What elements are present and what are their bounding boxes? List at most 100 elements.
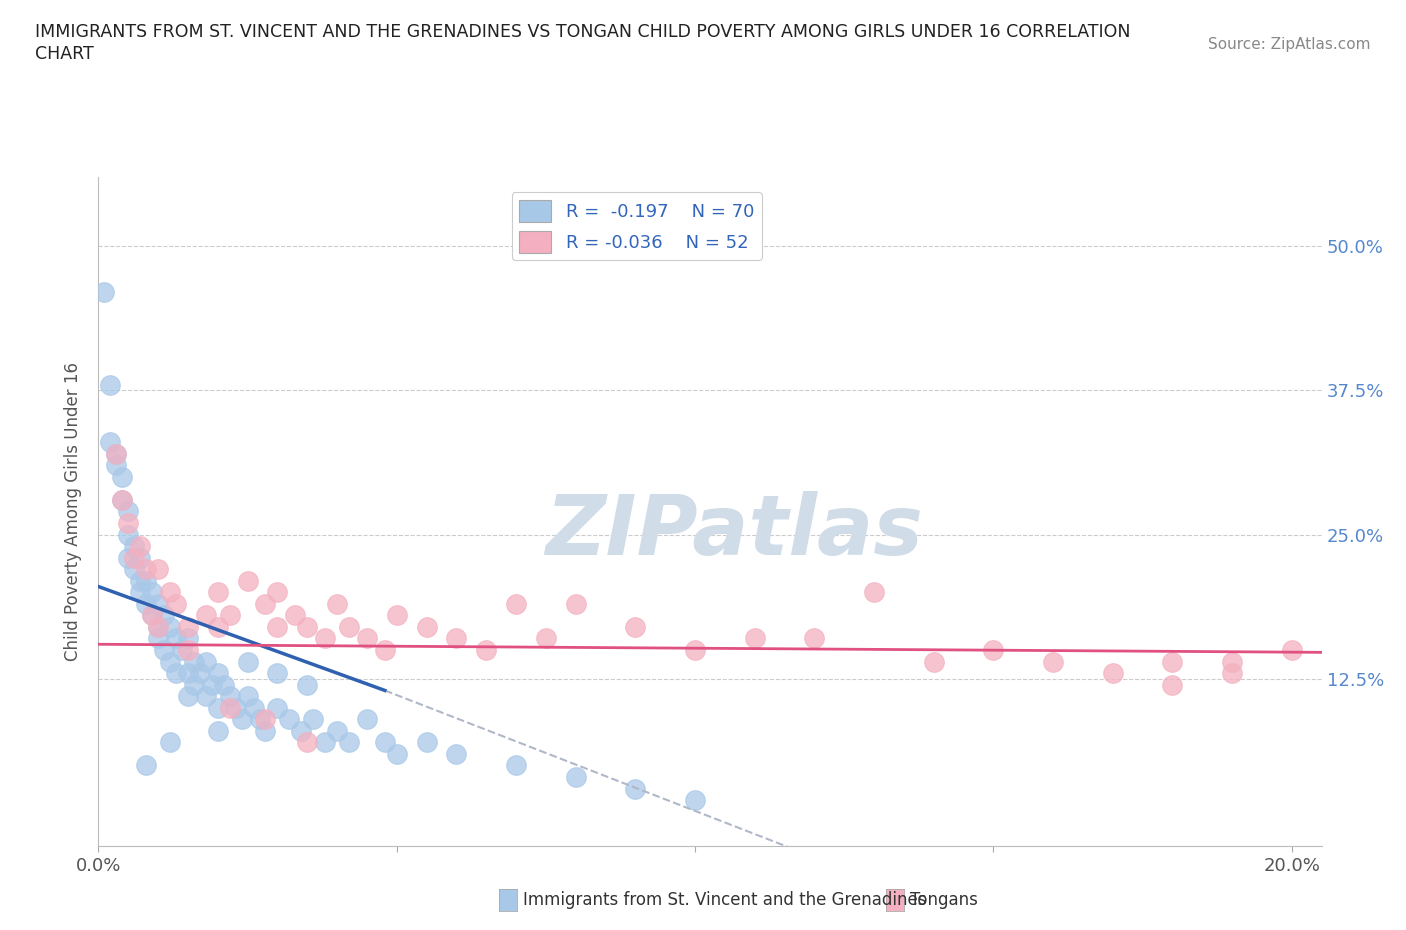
Text: Source: ZipAtlas.com: Source: ZipAtlas.com	[1208, 37, 1371, 52]
Point	[117, 551, 139, 565]
Point	[1220, 654, 1243, 669]
Point	[1161, 677, 1184, 692]
Point	[534, 631, 557, 646]
Point	[122, 551, 145, 565]
Point	[1281, 643, 1303, 658]
Point	[415, 735, 437, 750]
Point	[236, 573, 259, 588]
Point	[218, 608, 240, 623]
Point	[129, 585, 152, 600]
Point	[266, 585, 288, 600]
Point	[249, 711, 271, 726]
Point	[385, 747, 408, 762]
Point	[297, 735, 319, 750]
Point	[141, 608, 163, 623]
Point	[129, 573, 152, 588]
Point	[385, 608, 408, 623]
Point	[201, 677, 224, 692]
Point	[863, 585, 886, 600]
Point	[314, 735, 336, 750]
Text: Tongans: Tongans	[910, 891, 977, 910]
Point	[218, 689, 240, 704]
Point	[302, 711, 325, 726]
Point	[183, 677, 205, 692]
Point	[236, 689, 259, 704]
Point	[326, 596, 349, 611]
Text: Immigrants from St. Vincent and the Grenadines: Immigrants from St. Vincent and the Gren…	[523, 891, 927, 910]
Point	[165, 666, 187, 681]
Point	[122, 562, 145, 577]
Point	[146, 631, 169, 646]
Point	[374, 643, 396, 658]
Point	[159, 585, 181, 600]
Point	[207, 666, 229, 681]
Point	[446, 631, 468, 646]
Point	[415, 619, 437, 634]
Point	[111, 493, 134, 508]
Point	[129, 551, 152, 565]
Point	[146, 562, 169, 577]
Point	[266, 666, 288, 681]
Point	[475, 643, 498, 658]
Point	[374, 735, 396, 750]
Point	[105, 446, 128, 461]
Point	[153, 608, 176, 623]
Point	[254, 711, 277, 726]
Point	[446, 747, 468, 762]
Point	[111, 470, 134, 485]
Point	[207, 585, 229, 600]
Point	[266, 619, 288, 634]
Point	[146, 596, 169, 611]
Point	[98, 377, 121, 392]
Point	[254, 596, 277, 611]
Point	[207, 724, 229, 738]
Point	[337, 735, 360, 750]
Point	[922, 654, 945, 669]
Point	[165, 631, 187, 646]
Text: IMMIGRANTS FROM ST. VINCENT AND THE GRENADINES VS TONGAN CHILD POVERTY AMONG GIR: IMMIGRANTS FROM ST. VINCENT AND THE GREN…	[35, 23, 1130, 41]
Point	[135, 758, 157, 773]
Point	[165, 596, 187, 611]
Point	[242, 700, 264, 715]
Point	[117, 504, 139, 519]
Point	[159, 735, 181, 750]
Point	[207, 700, 229, 715]
Point	[177, 689, 200, 704]
Point	[297, 677, 319, 692]
Point	[284, 608, 307, 623]
Point	[177, 643, 200, 658]
Point	[146, 619, 169, 634]
Point	[505, 758, 527, 773]
Point	[624, 619, 647, 634]
Point	[177, 666, 200, 681]
Point	[146, 619, 169, 634]
Legend: R =  -0.197    N = 70, R = -0.036    N = 52: R = -0.197 N = 70, R = -0.036 N = 52	[512, 193, 762, 260]
Point	[278, 711, 301, 726]
Point	[1220, 666, 1243, 681]
Point	[1042, 654, 1064, 669]
Point	[122, 538, 145, 553]
Point	[194, 654, 217, 669]
Point	[683, 643, 706, 658]
Point	[505, 596, 527, 611]
Point	[177, 619, 200, 634]
Point	[314, 631, 336, 646]
Point	[141, 585, 163, 600]
Point	[290, 724, 312, 738]
Point	[803, 631, 825, 646]
Point	[337, 619, 360, 634]
Point	[231, 711, 253, 726]
Point	[105, 458, 128, 472]
Point	[266, 700, 288, 715]
Point	[183, 654, 205, 669]
Point	[111, 493, 134, 508]
Point	[225, 700, 247, 715]
Point	[983, 643, 1005, 658]
Point	[170, 643, 193, 658]
Point	[194, 608, 217, 623]
Point	[117, 527, 139, 542]
Point	[129, 538, 152, 553]
Point	[236, 654, 259, 669]
Point	[159, 654, 181, 669]
Point	[1101, 666, 1123, 681]
